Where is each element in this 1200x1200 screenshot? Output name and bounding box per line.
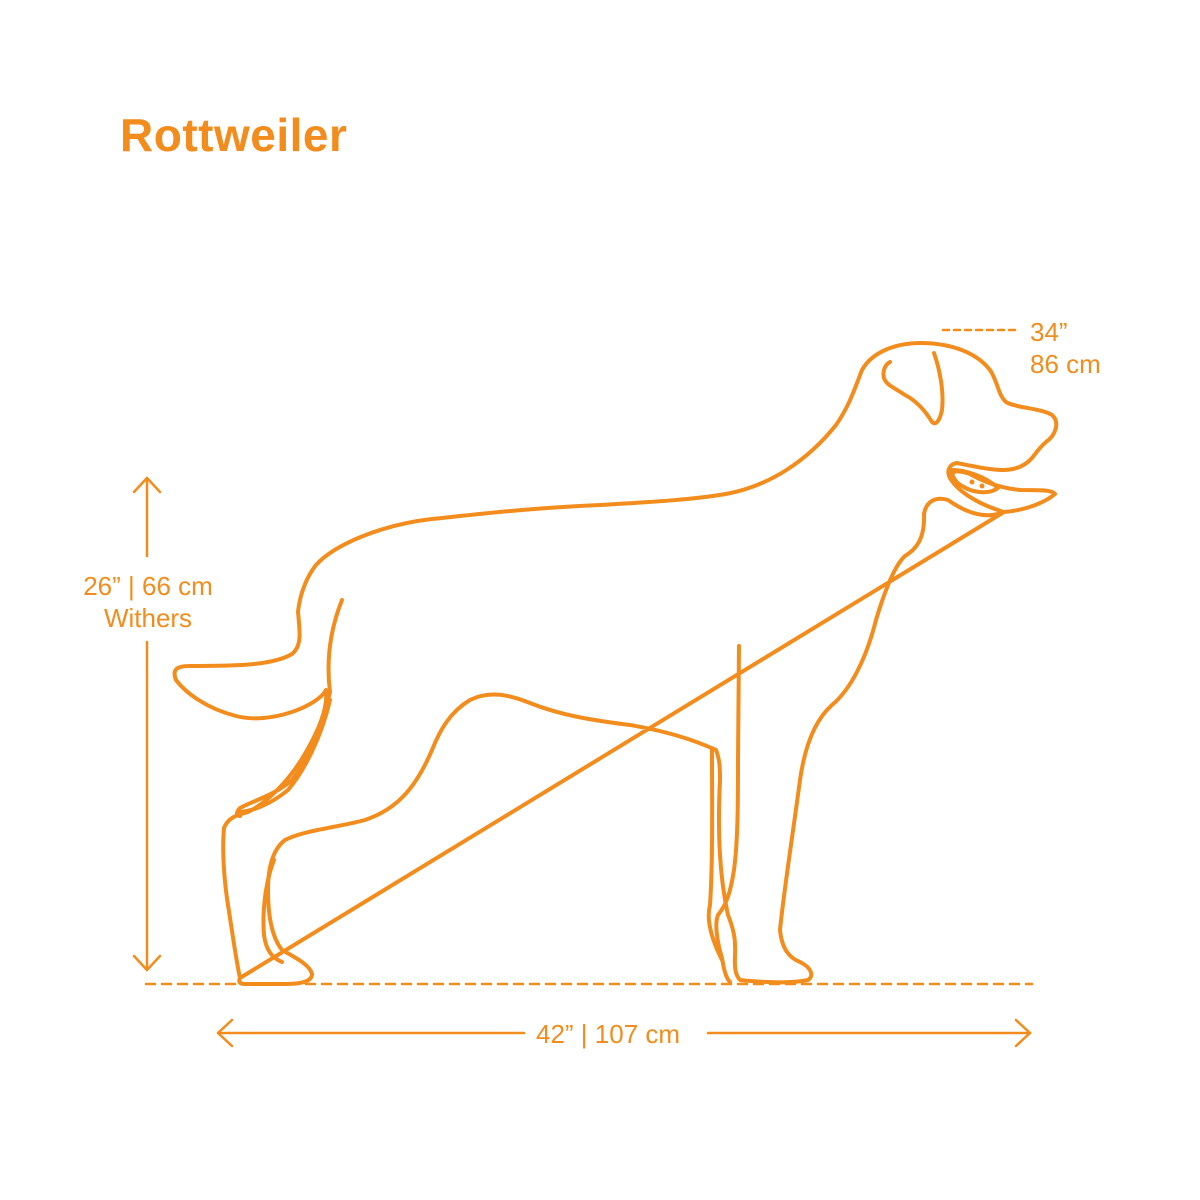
dog-silhouette-icon <box>172 341 1059 986</box>
horizontal-double-arrow-icon <box>216 1018 1032 1048</box>
withers-height-value: 26” | 66 cm <box>83 571 213 601</box>
mouth-detail <box>969 479 975 485</box>
withers-height-label: 26” | 66 cm Withers <box>74 570 222 634</box>
vertical-double-arrow-icon <box>132 476 162 972</box>
length-label: 42” | 107 cm <box>536 1019 681 1049</box>
head-height-label: 34” 86 cm <box>1030 316 1101 380</box>
withers-caption: Withers <box>103 603 193 633</box>
head-height-inches: 34” <box>1030 317 1068 347</box>
head-height-cm: 86 cm <box>1030 349 1101 379</box>
diagram-title: Rottweiler <box>120 109 348 161</box>
